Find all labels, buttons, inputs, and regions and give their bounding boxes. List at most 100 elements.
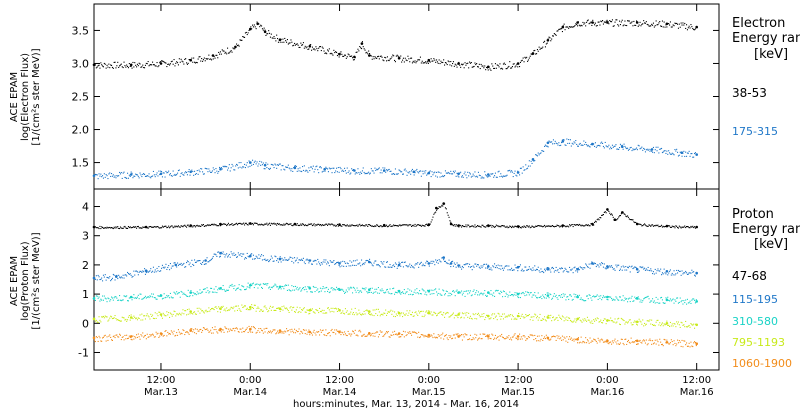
proton-sample-115-195 — [317, 258, 319, 260]
proton-sample-310-580 — [379, 289, 381, 291]
proton-sample-115-195 — [382, 263, 384, 265]
proton-sample-1060-1900 — [235, 327, 237, 329]
proton-sample-795-1193 — [407, 314, 409, 316]
proton-sample-115-195 — [334, 263, 336, 265]
proton-sample-310-580 — [332, 289, 334, 291]
proton-sample-47-68 — [664, 226, 666, 228]
proton-sample-47-68 — [332, 224, 334, 226]
proton-sample-115-195 — [252, 258, 254, 260]
electron-sample-38-53 — [477, 66, 479, 68]
proton-sample-1060-1900 — [615, 341, 617, 343]
proton-sample-310-580 — [602, 297, 604, 299]
proton-sample-115-195 — [217, 251, 219, 253]
electron-sample-38-53 — [694, 28, 696, 30]
proton-sample-115-195 — [150, 268, 152, 270]
proton-sample-795-1193 — [689, 326, 691, 328]
proton-sample-310-580 — [386, 288, 388, 290]
electron-sample-38-53 — [440, 60, 442, 62]
proton-sample-795-1193 — [462, 313, 464, 315]
proton-sample-1060-1900 — [552, 336, 554, 338]
proton-sample-115-195 — [396, 267, 398, 269]
proton-point-1060-1900-11 — [427, 333, 431, 337]
proton-sample-115-195 — [454, 263, 456, 265]
proton-sample-115-195 — [211, 258, 213, 260]
proton-sample-115-195 — [560, 268, 562, 270]
proton-sample-310-580 — [526, 294, 528, 296]
proton-legend-47-68: 47-68 — [732, 269, 767, 283]
electron-sample-175-315 — [213, 169, 215, 171]
proton-sample-47-68 — [369, 224, 371, 226]
proton-sample-1060-1900 — [474, 333, 476, 335]
proton-sample-310-580 — [552, 297, 554, 299]
electron-sample-38-53 — [626, 25, 628, 27]
proton-sample-1060-1900 — [683, 340, 685, 342]
electron-sample-175-315 — [674, 149, 676, 151]
proton-sample-310-580 — [382, 290, 384, 292]
proton-sample-795-1193 — [548, 315, 550, 317]
proton-sample-115-195 — [134, 274, 136, 276]
electron-sample-38-53 — [490, 69, 492, 71]
electron-sample-38-53 — [588, 23, 590, 25]
proton-sample-1060-1900 — [580, 336, 582, 338]
electron-sample-175-315 — [511, 170, 513, 172]
proton-sample-1060-1900 — [309, 334, 311, 336]
proton-sample-1060-1900 — [465, 334, 467, 336]
proton-sample-795-1193 — [433, 311, 435, 313]
proton-sample-47-68 — [345, 225, 347, 227]
proton-sample-47-68 — [557, 225, 559, 227]
proton-sample-1060-1900 — [674, 342, 676, 344]
proton-sample-795-1193 — [369, 314, 371, 316]
electron-sample-175-315 — [158, 170, 160, 172]
proton-sample-310-580 — [511, 294, 513, 296]
proton-sample-310-580 — [562, 293, 564, 295]
electron-sample-38-53 — [642, 23, 644, 25]
proton-sample-47-68 — [229, 224, 231, 226]
electron-sample-38-53 — [647, 24, 649, 26]
proton-sample-310-580 — [636, 297, 638, 299]
electron-sample-175-315 — [308, 167, 310, 169]
proton-sample-47-68 — [398, 224, 400, 226]
electron-sample-38-53 — [314, 49, 316, 51]
electron-sample-175-315 — [524, 169, 526, 171]
electron-sample-38-53 — [659, 21, 661, 23]
proton-sample-115-195 — [691, 269, 693, 271]
electron-sample-38-53 — [544, 40, 546, 42]
electron-sample-175-315 — [592, 144, 594, 146]
proton-sample-47-68 — [621, 211, 623, 213]
proton-sample-795-1193 — [646, 320, 648, 322]
electron-sample-175-315 — [552, 143, 554, 145]
proton-sample-795-1193 — [349, 313, 351, 315]
electron-sample-38-53 — [350, 55, 352, 57]
proton-sample-795-1193 — [647, 320, 649, 322]
proton-sample-115-195 — [248, 256, 250, 258]
proton-sample-115-195 — [96, 279, 98, 281]
proton-sample-47-68 — [153, 226, 155, 228]
proton-sample-115-195 — [394, 266, 396, 268]
electron-sample-175-315 — [248, 160, 250, 162]
proton-sample-310-580 — [435, 288, 437, 290]
proton-sample-795-1193 — [94, 320, 96, 322]
proton-sample-1060-1900 — [599, 341, 601, 343]
proton-sample-310-580 — [225, 290, 227, 292]
proton-sample-795-1193 — [658, 324, 660, 326]
proton-sample-47-68 — [395, 225, 397, 227]
proton-sample-310-580 — [412, 293, 414, 295]
proton-sample-1060-1900 — [120, 339, 122, 341]
electron-sample-38-53 — [465, 64, 467, 66]
proton-sample-115-195 — [483, 263, 485, 265]
proton-sample-115-195 — [197, 260, 199, 262]
proton-sample-310-580 — [527, 292, 529, 294]
proton-sample-1060-1900 — [509, 338, 511, 340]
proton-sample-115-195 — [568, 271, 570, 273]
proton-sample-310-580 — [276, 286, 278, 288]
electron-sample-175-315 — [523, 169, 525, 171]
electron-sample-38-53 — [287, 43, 289, 45]
proton-sample-47-68 — [184, 224, 186, 226]
proton-sample-795-1193 — [210, 309, 212, 311]
proton-sample-47-68 — [244, 222, 246, 224]
proton-sample-310-580 — [436, 294, 438, 296]
electron-sample-38-53 — [306, 46, 308, 48]
proton-sample-1060-1900 — [321, 330, 323, 332]
proton-sample-47-68 — [514, 225, 516, 227]
proton-sample-47-68 — [516, 226, 518, 228]
